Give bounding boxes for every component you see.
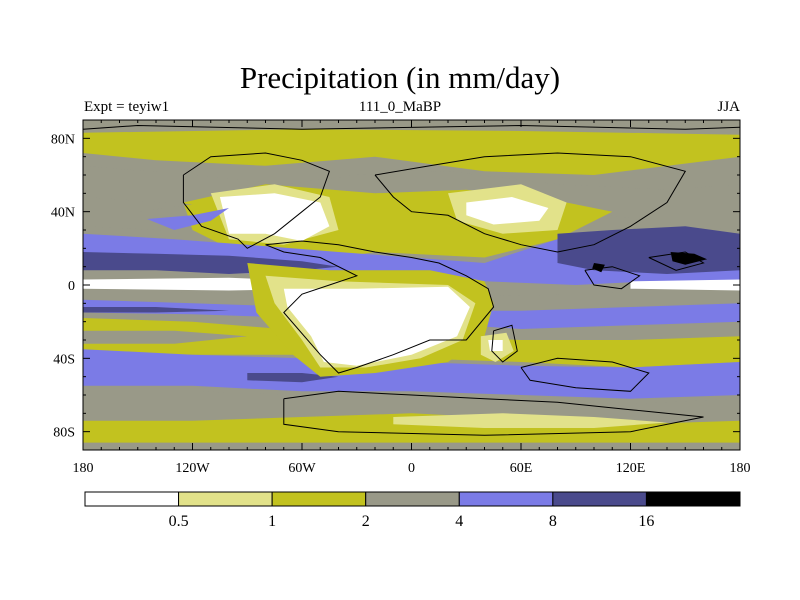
chart-title: Precipitation (in mm/day) <box>239 60 561 95</box>
region-asia-desert-white <box>466 197 549 225</box>
x-tick-label: 180 <box>730 461 751 476</box>
x-tick-label: 120E <box>616 461 646 476</box>
x-tick-label: 120W <box>175 461 210 476</box>
region-na-desert-white <box>219 193 330 241</box>
region-south-subtrop-gray <box>83 330 248 344</box>
season-label: JJA <box>717 99 740 115</box>
colorbar-swatch <box>552 491 647 507</box>
colorbar-swatch <box>84 491 180 507</box>
coastline-1 <box>182 152 331 249</box>
y-tick-label: 40S <box>53 352 75 367</box>
y-tick-label: 80S <box>53 426 75 441</box>
region-monsoon-black-small <box>592 263 605 273</box>
colorbar-swatch <box>365 491 460 507</box>
x-tick-label: 60E <box>510 461 533 476</box>
coastline-6 <box>283 390 704 436</box>
colorbar-label: 16 <box>638 513 654 530</box>
region-africa-east-white <box>488 340 503 351</box>
region-south-storm-blue <box>83 349 740 399</box>
region-north-high-yellow <box>83 129 740 175</box>
colorbar-swatch <box>458 491 554 507</box>
region-asia-monsoon-dark <box>557 226 740 274</box>
region-nw-pac-gray-tail <box>83 197 193 212</box>
coastline-4 <box>491 324 518 363</box>
x-tick-label: 0 <box>408 461 415 476</box>
precip-field <box>83 120 740 450</box>
colorbar-label: 0.5 <box>169 513 189 530</box>
region-monsoon-black <box>670 252 708 265</box>
coastline-8 <box>648 251 705 271</box>
coastline-2 <box>265 240 495 374</box>
colorbar-label: 1 <box>268 513 276 530</box>
experiment-label: Expt = teyiw1 <box>84 99 170 115</box>
region-na-west-blue <box>146 208 229 230</box>
region-antarctic-light <box>393 413 667 428</box>
colorbar: 0.5 1 2 4 8 16 <box>84 491 741 530</box>
coastlines <box>83 124 740 436</box>
colorbar-swatch <box>645 491 741 507</box>
coastline-3 <box>374 152 687 253</box>
region-south-dark-spots <box>247 373 339 383</box>
colorbar-label: 8 <box>549 513 557 530</box>
x-tick-label: 60W <box>288 461 316 476</box>
coastline-5 <box>520 357 650 392</box>
colorbar-swatch <box>178 491 273 507</box>
colorbar-label: 4 <box>455 513 463 530</box>
colorbar-label: 2 <box>362 513 370 530</box>
coastline-0 <box>83 124 740 130</box>
y-tick-label: 80N <box>51 132 75 147</box>
region-gondwana-white <box>283 286 470 366</box>
coastline-7 <box>584 266 641 290</box>
time-label: 111_0_MaBP <box>358 99 442 115</box>
region-antarctic-yellow <box>83 413 740 443</box>
region-east-pac-white <box>630 279 740 291</box>
axes: 180 120W 60W 0 60E 120E 180 80N 40N 0 40S 80S <box>51 119 751 476</box>
region-south-dark-band <box>83 307 229 313</box>
colorbar-swatch <box>271 491 367 507</box>
y-tick-label: 40N <box>51 206 75 221</box>
y-tick-label: 0 <box>68 279 75 294</box>
x-tick-label: 180 <box>73 461 94 476</box>
